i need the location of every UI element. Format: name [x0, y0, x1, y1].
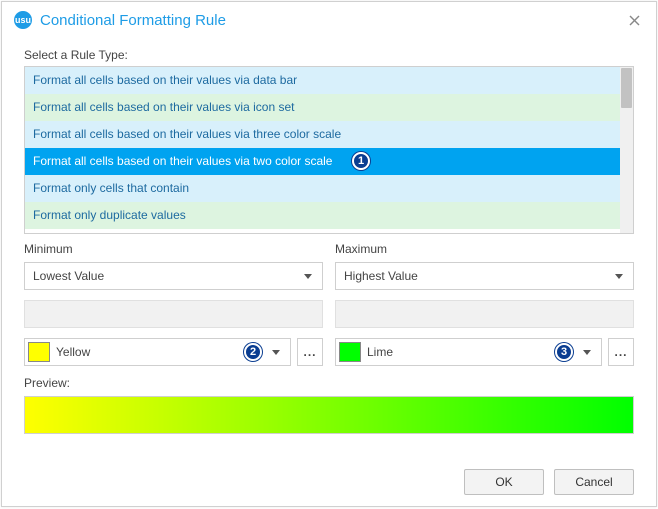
min-max-columns: Minimum Lowest Value Yellow 2 ...: [24, 236, 634, 366]
minimum-value-field[interactable]: [24, 300, 323, 328]
minimum-color-picker[interactable]: Yellow 2: [24, 338, 291, 366]
minimum-label: Minimum: [24, 242, 323, 256]
minimum-color-more-button[interactable]: ...: [297, 338, 323, 366]
rule-item[interactable]: Format all cells based on their values v…: [25, 67, 620, 94]
rule-item[interactable]: Format all cells based on their values v…: [25, 94, 620, 121]
preview-label: Preview:: [24, 376, 634, 390]
rule-item-label: Format only cells that contain: [33, 181, 189, 195]
close-button[interactable]: [622, 8, 646, 32]
preview-gradient: [24, 396, 634, 434]
maximum-color-row: Lime 3 ...: [335, 328, 634, 366]
maximum-color-name: Lime: [367, 345, 579, 359]
minimum-type-dropdown[interactable]: Lowest Value: [24, 262, 323, 290]
maximum-label: Maximum: [335, 242, 634, 256]
close-icon: [629, 15, 640, 26]
rule-item-label: Format all cells based on their values v…: [33, 100, 294, 114]
rule-list-scrollbar[interactable]: [620, 67, 633, 233]
dialog-footer: OK Cancel: [2, 458, 656, 506]
dialog-content: Select a Rule Type: Format all cells bas…: [2, 38, 656, 458]
rule-item-label: Format all cells based on their values v…: [33, 154, 332, 168]
chevron-down-icon: [615, 274, 623, 279]
maximum-color-picker[interactable]: Lime 3: [335, 338, 602, 366]
titlebar: usu Conditional Formatting Rule: [2, 2, 656, 38]
minimum-color-swatch: [28, 342, 50, 362]
chevron-down-icon: [272, 350, 280, 355]
rule-item[interactable]: Format all cells based on their values v…: [25, 121, 620, 148]
ok-button[interactable]: OK: [464, 469, 544, 495]
dialog-window: usu Conditional Formatting Rule Select a…: [1, 1, 657, 507]
rule-item[interactable]: Format only cells that contain: [25, 175, 620, 202]
app-icon: usu: [14, 11, 32, 29]
minimum-color-row: Yellow 2 ...: [24, 328, 323, 366]
minimum-column: Minimum Lowest Value Yellow 2 ...: [24, 236, 323, 366]
maximum-color-swatch: [339, 342, 361, 362]
maximum-column: Maximum Highest Value Lime 3 ...: [335, 236, 634, 366]
maximum-type-dropdown[interactable]: Highest Value: [335, 262, 634, 290]
rule-list-container: Format all cells based on their values v…: [24, 66, 634, 234]
chevron-down-icon: [583, 350, 591, 355]
minimum-color-name: Yellow: [56, 345, 268, 359]
maximum-value-field[interactable]: [335, 300, 634, 328]
select-rule-label: Select a Rule Type:: [24, 48, 634, 62]
maximum-color-more-button[interactable]: ...: [608, 338, 634, 366]
dialog-title: Conditional Formatting Rule: [40, 12, 226, 29]
rule-item[interactable]: Format only duplicate values: [25, 202, 620, 229]
maximum-type-value: Highest Value: [344, 269, 611, 283]
cancel-button[interactable]: Cancel: [554, 469, 634, 495]
rule-item-label: Format only duplicate values: [33, 208, 186, 222]
callout-1: 1: [352, 152, 370, 170]
rule-item-label: Format all cells based on their values v…: [33, 127, 341, 141]
rule-item-selected[interactable]: Format all cells based on their values v…: [25, 148, 620, 175]
scrollbar-thumb[interactable]: [621, 68, 632, 108]
rule-list[interactable]: Format all cells based on their values v…: [25, 67, 620, 233]
rule-item-label: Format all cells based on their values v…: [33, 73, 297, 87]
minimum-type-value: Lowest Value: [33, 269, 300, 283]
chevron-down-icon: [304, 274, 312, 279]
